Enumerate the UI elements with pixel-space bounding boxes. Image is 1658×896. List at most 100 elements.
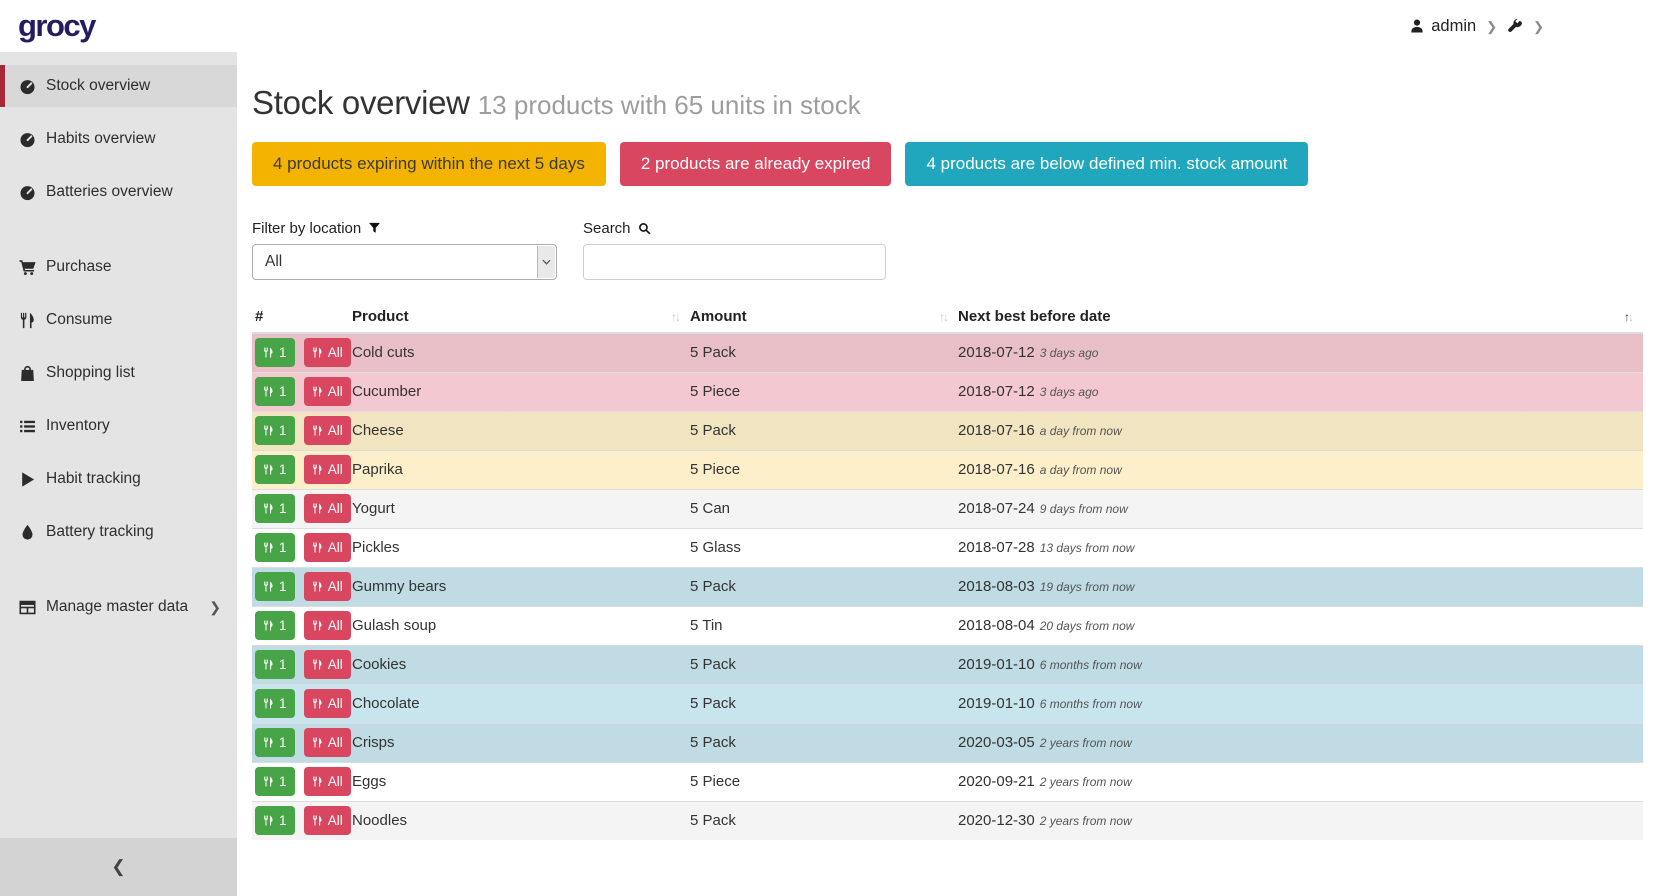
- alert-below-min-stock[interactable]: 4 products are below defined min. stock …: [905, 142, 1309, 186]
- sidebar-item-label: Habits overview: [46, 130, 156, 147]
- consume-one-button[interactable]: 1: [255, 650, 295, 679]
- sidebar-item-inventory[interactable]: Inventory: [0, 405, 237, 447]
- consume-all-button[interactable]: All: [303, 689, 351, 718]
- product-name: Cheese: [352, 410, 690, 450]
- location-select-value: All: [265, 253, 283, 270]
- utensils-icon: [264, 464, 273, 475]
- best-before-date: 2020-09-21: [958, 773, 1035, 790]
- utensils-icon: [312, 386, 322, 397]
- sidebar-item-label: Shopping list: [46, 364, 135, 381]
- sidebar-item-habit-tracking[interactable]: Habit tracking: [0, 458, 237, 500]
- location-select[interactable]: All: [252, 244, 557, 280]
- sidebar-item-stock-overview[interactable]: Stock overview: [0, 65, 237, 107]
- shopping-cart-icon: [19, 259, 36, 275]
- stock-table-row: 1 All Paprika 5 Piece 2018-07-16 a day fr…: [252, 449, 1643, 489]
- stock-table-row: 1 All Chocolate 5 Pack 2019-01-10 6 month…: [252, 683, 1643, 723]
- list-icon: [20, 420, 35, 432]
- product-amount: 5 Pack: [690, 566, 958, 606]
- sidebar-item-shopping-list[interactable]: Shopping list: [0, 352, 237, 394]
- alerts-row: 4 products expiring within the next 5 da…: [252, 142, 1643, 186]
- sidebar-item-battery-tracking[interactable]: Battery tracking: [0, 511, 237, 553]
- consume-all-button[interactable]: All: [303, 767, 351, 796]
- user-menu[interactable]: admin: [1409, 17, 1476, 36]
- consume-one-button[interactable]: 1: [255, 533, 295, 562]
- stock-table: # Product ↑↓ Amount ↑↓ Next best before …: [252, 302, 1643, 840]
- best-before-date: 2019-01-10: [958, 656, 1035, 673]
- consume-all-button[interactable]: All: [303, 728, 351, 757]
- sidebar-item-manage-master-data[interactable]: Manage master data ❯: [0, 586, 237, 628]
- stock-table-body: 1 All Cold cuts 5 Pack 2018-07-12 3 days …: [252, 333, 1643, 840]
- utensils-icon: [20, 312, 34, 328]
- utensils-icon: [264, 737, 273, 748]
- sidebar-collapse-button[interactable]: ❮: [0, 838, 237, 896]
- product-amount: 5 Piece: [690, 449, 958, 489]
- relative-time: 3 days ago: [1039, 346, 1099, 361]
- best-before-date: 2018-07-28: [958, 539, 1035, 556]
- search-input[interactable]: [583, 244, 886, 280]
- utensils-icon: [264, 620, 273, 631]
- chevron-right-icon: ❯: [1533, 18, 1544, 34]
- consume-one-button[interactable]: 1: [255, 416, 295, 445]
- relative-time: 6 months from now: [1039, 658, 1142, 672]
- tachometer-icon: [20, 185, 35, 200]
- consume-all-button[interactable]: All: [303, 494, 351, 523]
- relative-time: 19 days from now: [1039, 580, 1135, 594]
- product-amount: 5 Pack: [690, 722, 958, 762]
- settings-menu[interactable]: [1507, 18, 1523, 34]
- consume-all-button[interactable]: All: [303, 377, 351, 406]
- column-header-product[interactable]: Product ↑↓: [352, 302, 690, 334]
- consume-all-button[interactable]: All: [303, 455, 351, 484]
- column-header-next-best-before-date[interactable]: Next best before date ↑↓: [958, 302, 1643, 334]
- product-amount: 5 Can: [690, 488, 958, 528]
- consume-one-button[interactable]: 1: [255, 338, 295, 368]
- best-before-date: 2018-07-16: [958, 461, 1035, 478]
- sidebar-item-label: Battery tracking: [46, 523, 154, 540]
- relative-time: 20 days from now: [1039, 619, 1135, 633]
- best-before-cell: 2018-08-03 19 days from now: [958, 566, 1643, 606]
- utensils-icon: [264, 581, 273, 592]
- utensils-icon: [264, 542, 273, 553]
- best-before-cell: 2018-07-12 3 days ago: [958, 333, 1643, 372]
- consume-one-button[interactable]: 1: [255, 689, 295, 718]
- consume-all-button[interactable]: All: [303, 572, 351, 601]
- utensils-icon: [312, 425, 322, 436]
- stock-table-row: 1 All Noodles 5 Pack 2020-12-30 2 years f…: [252, 800, 1643, 840]
- sidebar-item-consume[interactable]: Consume: [0, 299, 237, 341]
- consume-one-button[interactable]: 1: [255, 806, 295, 836]
- consume-all-button[interactable]: All: [303, 338, 351, 368]
- consume-all-button[interactable]: All: [303, 533, 351, 562]
- app-logo[interactable]: grocy: [18, 8, 96, 43]
- product-amount: 5 Pack: [690, 800, 958, 840]
- consume-one-button[interactable]: 1: [255, 728, 295, 757]
- best-before-date: 2019-01-10: [958, 695, 1035, 712]
- consume-all-button[interactable]: All: [303, 806, 351, 836]
- consume-all-button[interactable]: All: [303, 416, 351, 445]
- alert-expired[interactable]: 2 products are already expired: [619, 142, 892, 186]
- best-before-cell: 2018-08-04 20 days from now: [958, 605, 1643, 645]
- top-navbar: grocy admin ❯ ❯: [0, 0, 1658, 52]
- search-icon: [638, 223, 650, 235]
- consume-one-button[interactable]: 1: [255, 767, 295, 796]
- stock-table-row: 1 All Cold cuts 5 Pack 2018-07-12 3 days …: [252, 333, 1643, 372]
- sidebar-item-habits-overview[interactable]: Habits overview: [0, 118, 237, 160]
- best-before-cell: 2018-07-28 13 days from now: [958, 527, 1643, 567]
- alert-expiring-soon[interactable]: 4 products expiring within the next 5 da…: [252, 142, 606, 186]
- consume-all-button[interactable]: All: [303, 650, 351, 679]
- product-name: Chocolate: [352, 683, 690, 723]
- sidebar-item-purchase[interactable]: Purchase: [0, 246, 237, 288]
- consume-one-button[interactable]: 1: [255, 611, 295, 640]
- consume-one-button[interactable]: 1: [255, 572, 295, 601]
- sidebar-item-label: Stock overview: [46, 77, 151, 94]
- utensils-icon: [264, 425, 273, 436]
- consume-one-button[interactable]: 1: [255, 455, 295, 484]
- wrench-icon: [1508, 18, 1523, 32]
- consume-one-button[interactable]: 1: [255, 494, 295, 523]
- main-content: Stock overview 13 products with 65 units …: [237, 52, 1658, 896]
- sidebar-item-label: Inventory: [46, 417, 110, 434]
- consume-all-button[interactable]: All: [303, 611, 351, 640]
- best-before-cell: 2019-01-10 6 months from now: [958, 683, 1643, 723]
- product-name: Paprika: [352, 449, 690, 489]
- column-header-amount[interactable]: Amount ↑↓: [690, 302, 958, 334]
- consume-one-button[interactable]: 1: [255, 377, 295, 406]
- sidebar-item-batteries-overview[interactable]: Batteries overview: [0, 171, 237, 213]
